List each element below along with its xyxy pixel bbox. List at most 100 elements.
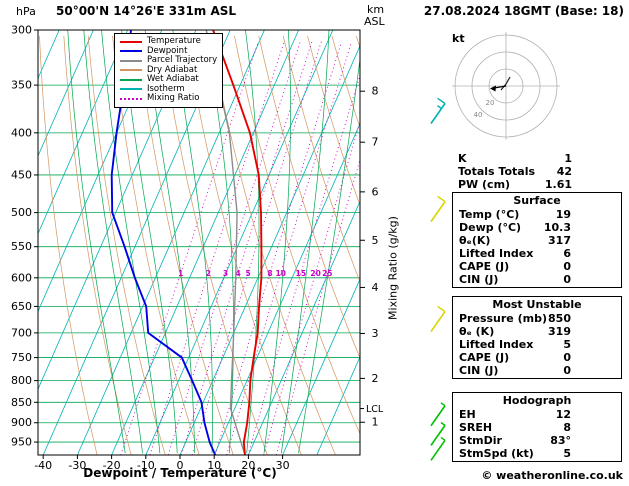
row-label: Dewp (°C): [459, 221, 522, 234]
svg-text:600: 600: [11, 271, 32, 284]
row-value: 319: [548, 325, 571, 338]
row-stmdir: StmDir 83°: [453, 434, 621, 447]
row-value: 850: [548, 312, 571, 325]
pressure-axis-unit-label: hPa: [16, 5, 36, 18]
legend-item-isotherm: Isotherm: [120, 83, 217, 95]
hodograph-unit-label: kt: [452, 32, 465, 45]
svg-text:20: 20: [310, 269, 320, 278]
svg-text:6: 6: [372, 185, 379, 198]
svg-text:300: 300: [11, 24, 32, 37]
row-value: 5: [563, 338, 571, 351]
svg-text:650: 650: [11, 300, 32, 313]
legend-item-dry-adiabat: Dry Adiabat: [120, 65, 217, 76]
row-value: 8: [563, 421, 571, 434]
row-label: CIN (J): [459, 364, 499, 377]
row-label: K: [458, 152, 467, 165]
row-value: 0: [563, 273, 571, 286]
mixing-ratio-axis-label: Mixing Ratio (g/kg): [386, 216, 400, 320]
row-value: 0: [563, 351, 571, 364]
asl-axis-label: ASL: [364, 15, 385, 28]
svg-text:3: 3: [372, 327, 379, 340]
svg-text:750: 750: [11, 351, 32, 364]
legend-item-dewpoint: Dewpoint: [120, 46, 217, 57]
surface-section-title: Surface: [513, 194, 561, 207]
row-value: 1.61: [544, 178, 572, 191]
svg-text:700: 700: [11, 326, 32, 339]
row-surface-cape: CAPE (J) 0: [453, 260, 621, 273]
svg-text:4: 4: [372, 281, 379, 294]
surface-panel: Surface Temp (°C) 19 Dewp (°C) 10.3 θₑ(K…: [452, 192, 622, 288]
svg-text:2: 2: [206, 269, 211, 278]
temperature-line-swatch: [120, 40, 142, 43]
svg-text:3: 3: [223, 269, 228, 278]
row-value: 83°: [550, 434, 571, 447]
datetime-label: 27.08.2024 18GMT (Base: 18): [423, 4, 624, 18]
svg-text:500: 500: [11, 206, 32, 219]
row-k-index: K 1: [452, 152, 622, 165]
row-label: CAPE (J): [459, 260, 510, 273]
row-surface-theta-e: θₑ(K) 317: [453, 234, 621, 247]
svg-text:850: 850: [11, 396, 32, 409]
svg-text:1: 1: [178, 269, 183, 278]
svg-text:-20: -20: [103, 459, 121, 472]
row-mu-cape: CAPE (J) 0: [453, 351, 621, 364]
svg-text:800: 800: [11, 374, 32, 387]
row-precipitable-water: PW (cm) 1.61: [452, 178, 622, 191]
row-value: 12: [555, 408, 571, 421]
svg-text:1: 1: [372, 416, 379, 429]
legend-label: Mixing Ratio: [147, 93, 200, 103]
row-surface-temp: Temp (°C) 19: [453, 208, 621, 221]
svg-text:400: 400: [11, 126, 32, 139]
legend-item-temperature: Temperature: [120, 36, 217, 47]
svg-text:10: 10: [207, 459, 221, 472]
svg-text:-30: -30: [68, 459, 86, 472]
svg-text:10: 10: [275, 269, 285, 278]
svg-text:LCL: LCL: [366, 404, 384, 415]
row-eh: EH 12: [453, 408, 621, 421]
row-mu-lifted-index: Lifted Index 5: [453, 338, 621, 351]
copyright-label: © weatheronline.co.uk: [481, 469, 623, 482]
row-surface-lifted-index: Lifted Index 6: [453, 247, 621, 260]
row-label: CIN (J): [459, 273, 499, 286]
temperature-axis-label: Dewpoint / Temperature (°C): [83, 466, 277, 480]
row-mu-pressure: Pressure (mb) 850: [453, 312, 621, 325]
svg-text:25: 25: [322, 269, 332, 278]
svg-text:4: 4: [235, 269, 240, 278]
legend-label: Temperature: [147, 36, 201, 46]
svg-text:2: 2: [372, 372, 379, 385]
row-label: θₑ(K): [459, 234, 491, 247]
row-value: 0: [563, 364, 571, 377]
row-mu-theta-e: θₑ (K) 319: [453, 325, 621, 338]
svg-text:-40: -40: [34, 459, 52, 472]
most-unstable-section-title: Most Unstable: [492, 298, 582, 311]
parcel-line-swatch: [120, 59, 142, 62]
row-label: Lifted Index: [459, 338, 534, 351]
svg-text:-10: -10: [137, 459, 155, 472]
km-axis-label: km: [367, 3, 385, 16]
svg-text:450: 450: [11, 168, 32, 181]
indices-panel: K 1 Totals Totals 42 PW (cm) 1.61: [452, 152, 622, 191]
legend-label: Isotherm: [147, 83, 185, 94]
row-label: Temp (°C): [459, 208, 520, 221]
svg-text:550: 550: [11, 240, 32, 253]
svg-text:350: 350: [11, 79, 32, 92]
row-label: SREH: [459, 421, 493, 434]
row-totals-totals: Totals Totals 42: [452, 165, 622, 178]
legend-item-mixing-ratio: Mixing Ratio: [120, 93, 217, 104]
row-stmspd: StmSpd (kt) 5: [453, 447, 621, 460]
svg-text:20: 20: [241, 459, 255, 472]
svg-text:0: 0: [177, 459, 184, 472]
row-surface-cin: CIN (J) 0: [453, 273, 621, 286]
legend-label: Parcel Trajectory: [147, 55, 218, 65]
hodograph-panel: Hodograph EH 12 SREH 8 StmDir 83° StmSpd…: [452, 392, 622, 462]
row-value: 19: [555, 208, 571, 221]
svg-text:20: 20: [486, 99, 495, 107]
svg-text:15: 15: [296, 269, 306, 278]
svg-text:8: 8: [267, 269, 272, 278]
row-value: 5: [563, 447, 571, 460]
svg-text:950: 950: [11, 436, 32, 449]
row-label: StmSpd (kt): [459, 447, 534, 460]
most-unstable-panel: Most Unstable Pressure (mb) 850 θₑ (K) 3…: [452, 296, 622, 379]
